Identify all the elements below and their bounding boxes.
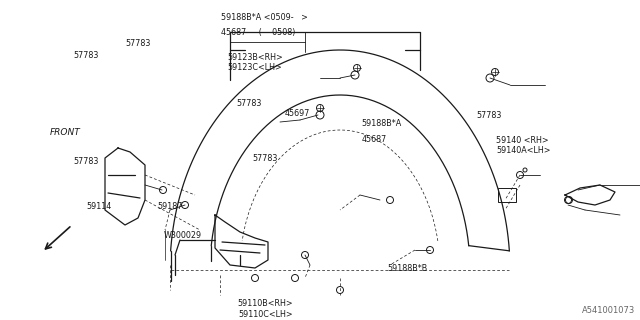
Text: 57783: 57783 [74, 52, 99, 60]
Text: 57783: 57783 [253, 154, 278, 163]
Text: FRONT: FRONT [49, 128, 80, 137]
Text: 59123B<RH>
59123C<LH>: 59123B<RH> 59123C<LH> [227, 53, 283, 72]
Text: 59188B*B: 59188B*B [387, 264, 428, 273]
Text: 59187: 59187 [157, 202, 182, 211]
Text: W300029: W300029 [163, 231, 202, 240]
Text: A541001073: A541001073 [582, 306, 635, 315]
Text: 59110B<RH>
59110C<LH>: 59110B<RH> 59110C<LH> [238, 299, 293, 319]
Text: 59140 <RH>
59140A<LH>: 59140 <RH> 59140A<LH> [496, 136, 550, 155]
Text: 59114: 59114 [86, 202, 111, 211]
Text: 57783: 57783 [477, 111, 502, 120]
Text: 57783: 57783 [125, 39, 150, 48]
Text: 45697: 45697 [285, 109, 310, 118]
Text: 45687: 45687 [362, 135, 387, 144]
Text: 59188B*A: 59188B*A [362, 119, 402, 128]
Text: 59188B*A <0509-   >: 59188B*A <0509- > [221, 13, 308, 22]
Text: 57783: 57783 [74, 157, 99, 166]
Text: 57783: 57783 [237, 100, 262, 108]
Text: 45687     (   -0508): 45687 ( -0508) [221, 28, 295, 36]
